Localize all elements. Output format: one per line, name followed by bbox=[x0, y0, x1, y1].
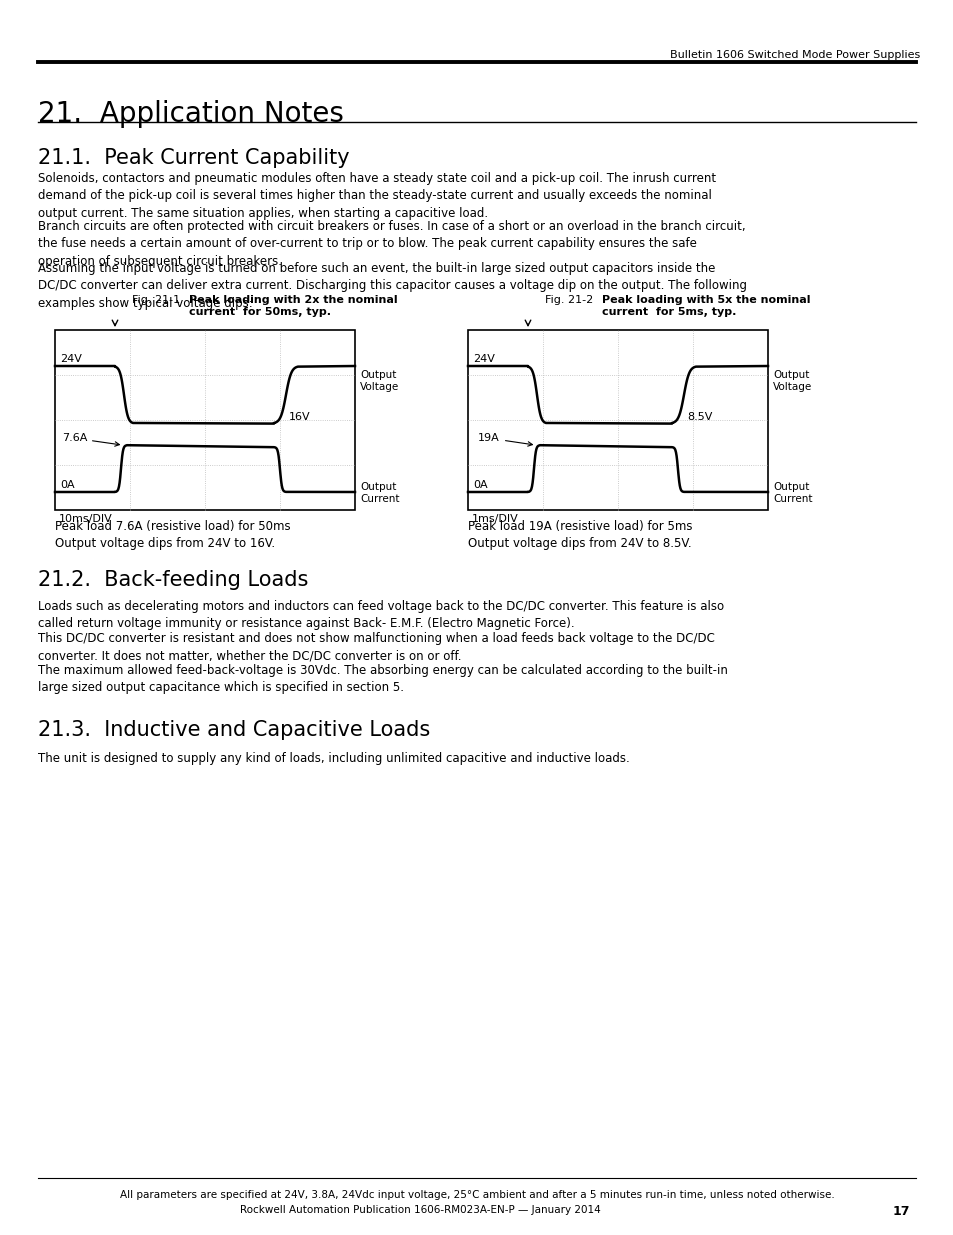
Text: Output
Current: Output Current bbox=[772, 482, 812, 504]
Text: 16V: 16V bbox=[289, 411, 311, 421]
Text: Fig. 21-2: Fig. 21-2 bbox=[544, 295, 599, 305]
Text: 17: 17 bbox=[892, 1205, 909, 1218]
Text: Peak load 19A (resistive load) for 5ms
Output voltage dips from 24V to 8.5V.: Peak load 19A (resistive load) for 5ms O… bbox=[468, 520, 692, 550]
Text: Output
Current: Output Current bbox=[359, 482, 399, 504]
Text: The maximum allowed feed-back-voltage is 30Vdc. The absorbing energy can be calc: The maximum allowed feed-back-voltage is… bbox=[38, 664, 727, 694]
Text: This DC/DC converter is resistant and does not show malfunctioning when a load f: This DC/DC converter is resistant and do… bbox=[38, 632, 714, 662]
Text: Assuming the input voltage is turned on before such an event, the built-in large: Assuming the input voltage is turned on … bbox=[38, 262, 746, 310]
Text: 24V: 24V bbox=[473, 354, 495, 364]
Text: Rockwell Automation Publication 1606-RM023A-EN-P — January 2014: Rockwell Automation Publication 1606-RM0… bbox=[239, 1205, 599, 1215]
Text: Output
Voltage: Output Voltage bbox=[772, 370, 811, 393]
Bar bbox=[55, 330, 355, 510]
Text: 21.2.  Back-feeding Loads: 21.2. Back-feeding Loads bbox=[38, 571, 308, 590]
Text: Loads such as decelerating motors and inductors can feed voltage back to the DC/: Loads such as decelerating motors and in… bbox=[38, 600, 723, 631]
Text: 24V: 24V bbox=[60, 354, 82, 364]
Text: The unit is designed to supply any kind of loads, including unlimited capacitive: The unit is designed to supply any kind … bbox=[38, 752, 629, 764]
Text: 21.  Application Notes: 21. Application Notes bbox=[38, 100, 343, 128]
Text: 8.5V: 8.5V bbox=[686, 411, 712, 421]
Text: Branch circuits are often protected with circuit breakers or fuses. In case of a: Branch circuits are often protected with… bbox=[38, 220, 745, 268]
Text: 21.3.  Inductive and Capacitive Loads: 21.3. Inductive and Capacitive Loads bbox=[38, 720, 430, 740]
Text: Peak loading with 2x the nominal
current  for 50ms, typ.: Peak loading with 2x the nominal current… bbox=[189, 295, 397, 316]
Text: 7.6A: 7.6A bbox=[62, 433, 119, 446]
Text: Fig. 21-1: Fig. 21-1 bbox=[132, 295, 187, 305]
Text: Bulletin 1606 Switched Mode Power Supplies: Bulletin 1606 Switched Mode Power Suppli… bbox=[669, 49, 919, 61]
Text: All parameters are specified at 24V, 3.8A, 24Vdc input voltage, 25°C ambient and: All parameters are specified at 24V, 3.8… bbox=[119, 1191, 834, 1200]
Text: 0A: 0A bbox=[473, 480, 487, 490]
Text: 21.1.  Peak Current Capability: 21.1. Peak Current Capability bbox=[38, 148, 349, 168]
Text: 0A: 0A bbox=[60, 480, 74, 490]
Text: 10ms/DIV: 10ms/DIV bbox=[59, 514, 112, 524]
Text: 19A: 19A bbox=[477, 433, 532, 446]
Text: 1ms/DIV: 1ms/DIV bbox=[472, 514, 518, 524]
Bar bbox=[468, 330, 767, 510]
Text: Solenoids, contactors and pneumatic modules often have a steady state coil and a: Solenoids, contactors and pneumatic modu… bbox=[38, 172, 716, 220]
Text: Peak loading with 5x the nominal
current  for 5ms, typ.: Peak loading with 5x the nominal current… bbox=[601, 295, 810, 316]
Text: Peak load 7.6A (resistive load) for 50ms
Output voltage dips from 24V to 16V.: Peak load 7.6A (resistive load) for 50ms… bbox=[55, 520, 291, 550]
Text: Output
Voltage: Output Voltage bbox=[359, 370, 399, 393]
